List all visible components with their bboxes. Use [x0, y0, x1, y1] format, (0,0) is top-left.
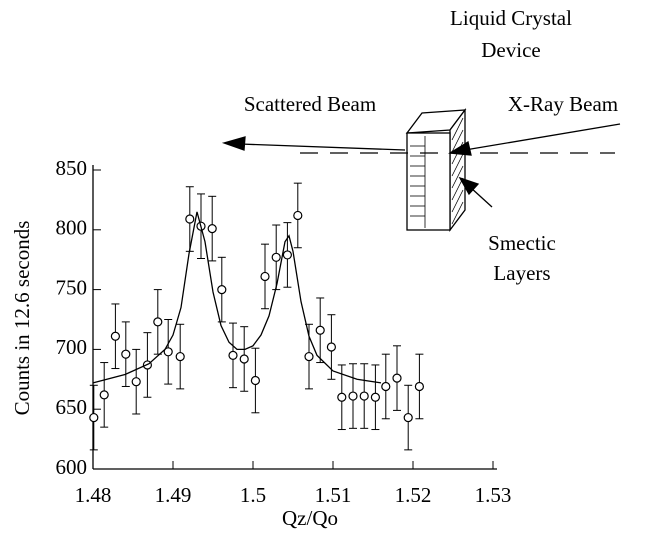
y-tick-label: 800 [56, 216, 88, 240]
fit-line [92, 211, 382, 384]
data-point [293, 210, 303, 221]
data-point [326, 342, 336, 352]
x-tick-label: 1.51 [315, 483, 352, 507]
x-tick-label: 1.48 [75, 483, 112, 507]
data-point [370, 392, 380, 402]
data-point [110, 331, 121, 341]
data-point [217, 285, 227, 295]
annotation: Device [481, 38, 540, 62]
annotation: Liquid Crystal [450, 6, 572, 30]
data-point [315, 325, 325, 335]
y-tick-label: 600 [56, 455, 88, 479]
data-point [228, 350, 238, 360]
data-point [381, 381, 391, 392]
data-point [414, 381, 424, 392]
annotation: X-Ray Beam [508, 92, 618, 116]
data-point [185, 214, 195, 224]
data-point [163, 347, 173, 357]
annotation: Smectic [488, 231, 556, 255]
y-tick-label: 850 [56, 156, 88, 180]
annotation: Scattered Beam [244, 92, 376, 116]
data-point [131, 377, 141, 387]
data-point [337, 392, 347, 402]
y-axis-label: Counts in 12.6 seconds [10, 221, 34, 416]
data-point [121, 349, 131, 359]
data-point [359, 391, 369, 401]
data-point [99, 390, 109, 400]
data-point [89, 412, 99, 423]
x-tick-label: 1.53 [475, 483, 512, 507]
data-point [282, 250, 292, 260]
data-point [271, 252, 281, 262]
data-point [250, 375, 260, 386]
data-point [153, 317, 163, 327]
data-point [260, 271, 270, 282]
data-point [348, 391, 358, 401]
x-tick-label: 1.49 [155, 483, 192, 507]
data-point [304, 351, 314, 362]
x-tick-label: 1.5 [240, 483, 266, 507]
x-axis-label: Qz/Qo [282, 506, 338, 530]
data-point [392, 373, 402, 383]
device-diagram [221, 108, 621, 232]
y-tick-label: 650 [56, 395, 88, 419]
y-tick-label: 750 [56, 275, 88, 299]
data-point [207, 224, 217, 234]
x-tick-label: 1.52 [395, 483, 432, 507]
data-point [403, 412, 413, 423]
data-point [239, 354, 249, 364]
y-tick-label: 700 [56, 335, 88, 359]
data-point [175, 351, 185, 362]
annotation: Layers [493, 261, 550, 285]
